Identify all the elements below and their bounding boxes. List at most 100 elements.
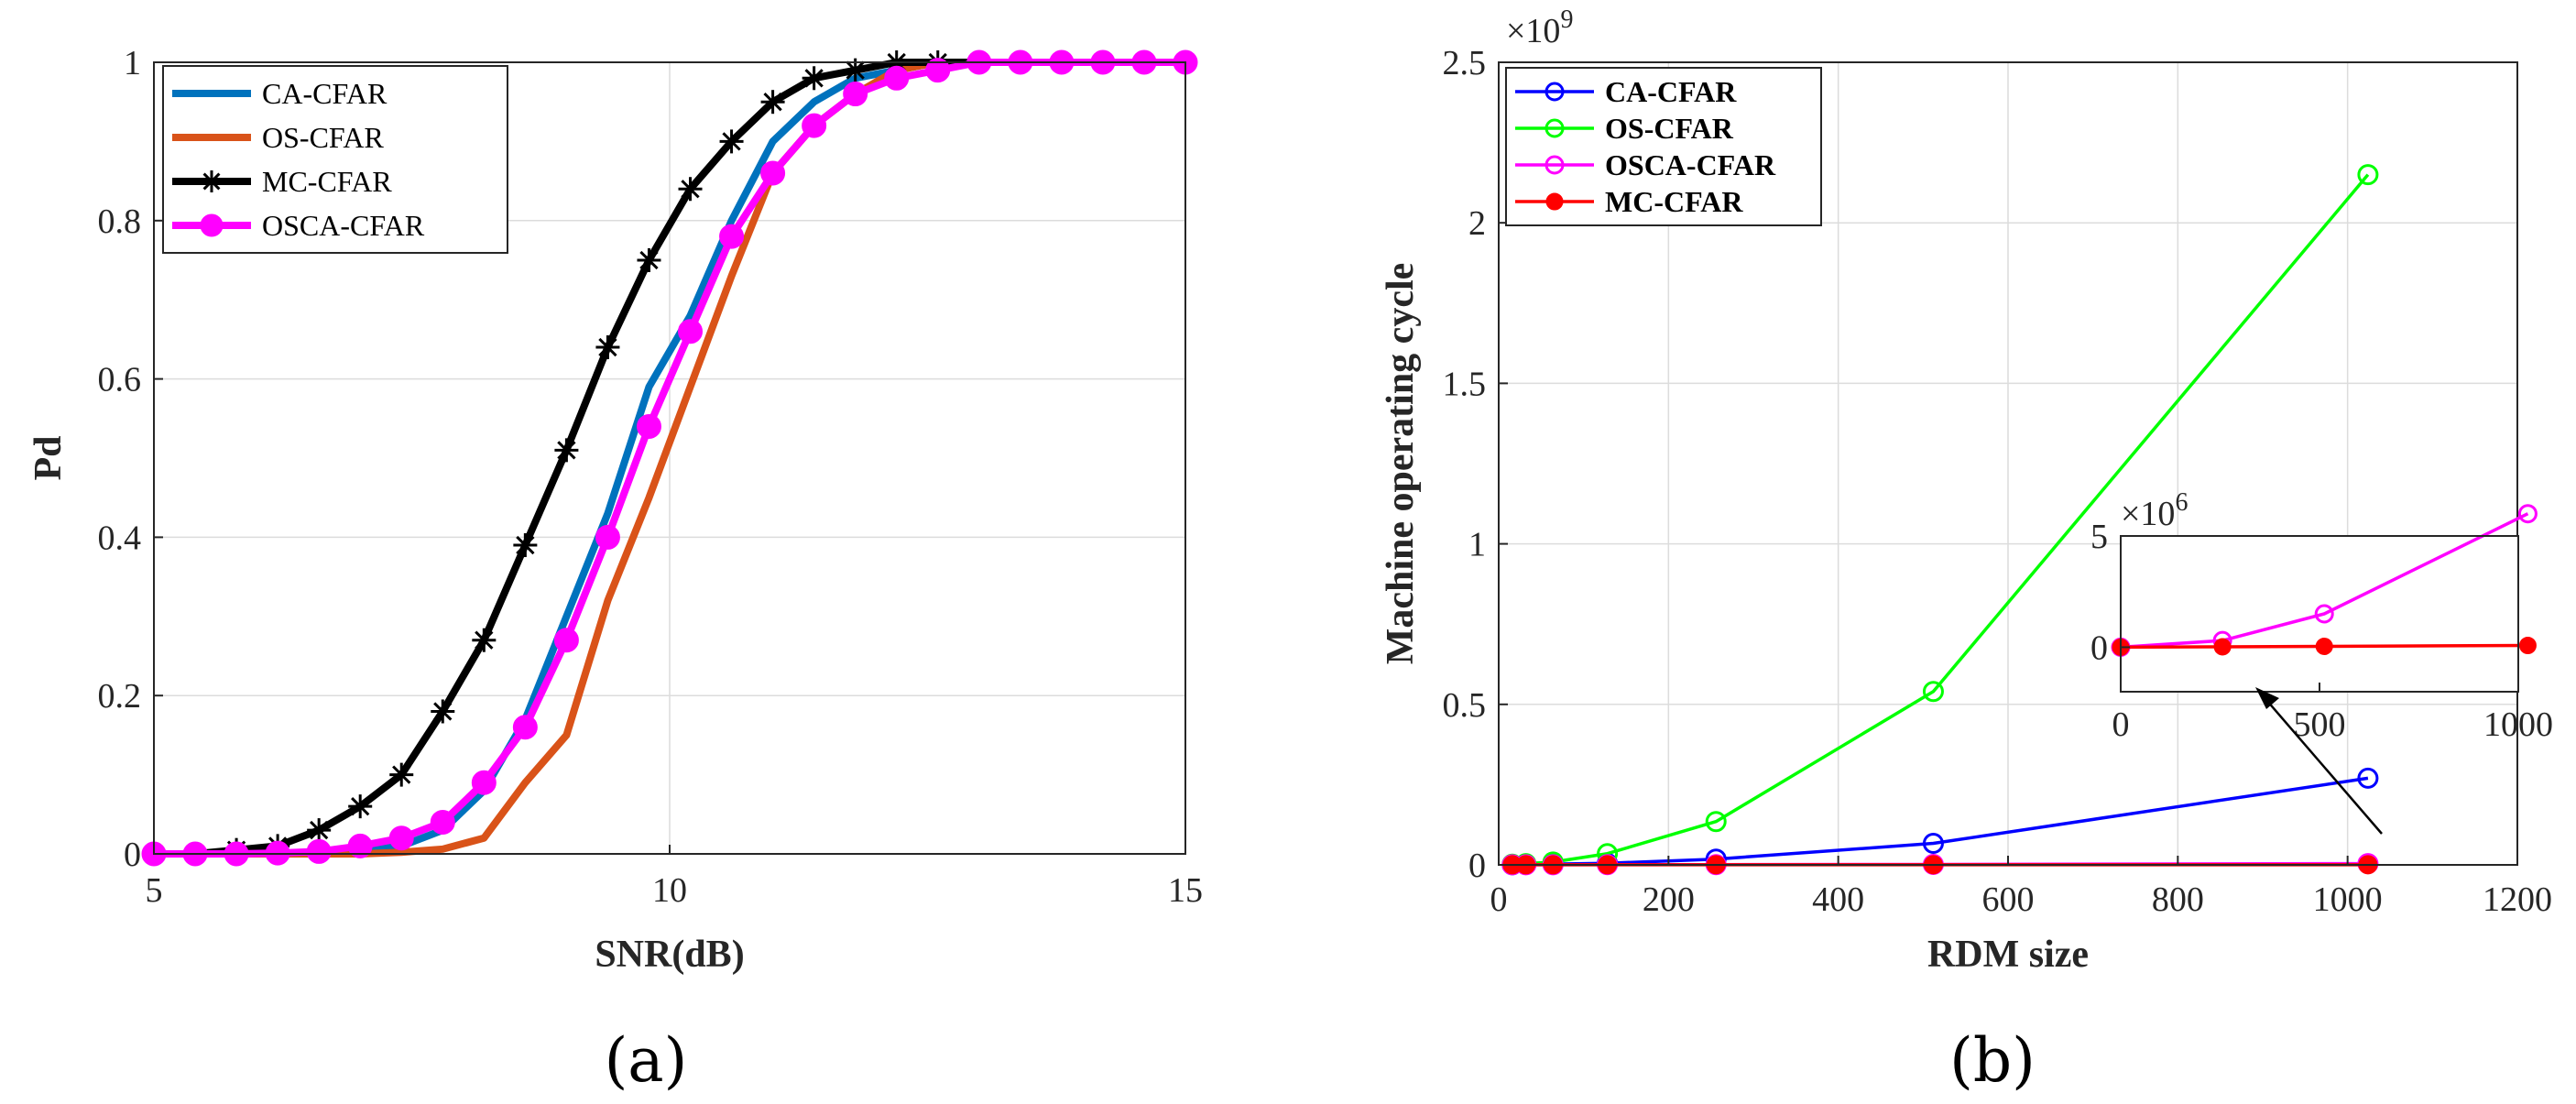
chart-a-point-osca-cfar [512, 715, 538, 740]
chart-b-ytick-label: 0 [1468, 847, 1486, 885]
chart-b-legend-marker [1545, 118, 1565, 138]
chart-a-point-osca-cfar [843, 82, 868, 107]
chart-a-xlabel: SNR(dB) [595, 934, 744, 976]
chart-b-legend-label: MC-CFAR [1605, 185, 1743, 218]
chart-b-legend-label: OSCA-CFAR [1605, 148, 1776, 181]
chart-a-legend-marker [200, 213, 224, 237]
chart-a-point-mc-cfar [637, 248, 661, 272]
chart-a-point-osca-cfar [595, 524, 620, 550]
inset-multiplier-exp: 6 [2175, 488, 2188, 517]
chart-a-ytick-label: 1 [124, 44, 141, 82]
chart-a-legend: CA-CFAR OS-CFAR MC-CFAR OSCA-CFAR [162, 65, 508, 254]
chart-a-point-mc-cfar [554, 438, 579, 463]
chart-b-legend-label: OS-CFAR [1605, 112, 1734, 145]
chart-a-point-osca-cfar [306, 838, 332, 864]
chart-b-legend-label: CA-CFAR [1605, 75, 1737, 108]
chart-a-point-osca-cfar [678, 319, 704, 344]
chart-a-xtick-label: 10 [652, 871, 687, 910]
chart-a-legend-label: OSCA-CFAR [262, 209, 425, 242]
chart-b-legend-marker [1545, 155, 1565, 175]
chart-a-point-mc-cfar [678, 177, 703, 202]
inset-line-osca-cfar [2120, 512, 2529, 650]
chart-a-xtick-label: 5 [146, 871, 163, 910]
chart-b-ytick-label: 0.5 [1443, 686, 1487, 725]
inset-point-osca-cfar [2517, 504, 2538, 524]
chart-a-point-mc-cfar [513, 533, 538, 558]
inset-xtick-label: 0 [2112, 705, 2130, 744]
chart-a-point-osca-cfar [760, 160, 786, 186]
chart-b-legend-marker [1545, 82, 1565, 102]
inset-point-mc-cfar [2315, 637, 2333, 655]
chart-b-ytick-label: 1.5 [1443, 365, 1487, 403]
chart-b-xtick-label: 1000 [2313, 880, 2383, 919]
chart-a-point-mc-cfar [431, 699, 455, 724]
inset-multiplier-base: ×10 [2121, 495, 2175, 533]
inset-line-mc-cfar [2120, 643, 2528, 650]
inset-xtick-label: 1000 [2483, 705, 2553, 744]
chart-b-ylabel: Machine operating cycle [1380, 263, 1422, 665]
chart-a-ylabel: Pd [27, 435, 70, 480]
chart-a-point-osca-cfar [471, 770, 497, 795]
inset-point-mc-cfar [2518, 636, 2537, 654]
chart-a-point-osca-cfar [430, 809, 455, 835]
chart-b-point-os-cfar [1922, 681, 1944, 703]
chart-a-point-osca-cfar [347, 833, 373, 858]
inset-point-mc-cfar [2213, 638, 2232, 656]
chart-a-ytick-label: 0.6 [98, 361, 142, 399]
chart-a-point-osca-cfar [719, 224, 745, 249]
chart-a-point-mc-cfar [472, 628, 497, 652]
chart-a-point-osca-cfar [636, 413, 661, 439]
inset-ytick-label: 5 [2090, 518, 2108, 556]
chart-b-multiplier-exp: 9 [1560, 5, 1573, 34]
chart-a-legend-label: OS-CFAR [262, 121, 384, 154]
inset-ytick-label: 0 [2090, 629, 2108, 667]
chart-b-multiplier: ×109 [1506, 5, 1573, 50]
chart-b-multiplier-base: ×10 [1506, 12, 1560, 50]
caption-b: (b) [1949, 1025, 2036, 1096]
caption-a: (a) [605, 1025, 688, 1096]
chart-b-inset: 0 500 1000 0 5 ×106 [2090, 488, 2553, 744]
inset-ticks: 0 500 1000 0 5 [2090, 518, 2553, 744]
chart-a-point-osca-cfar [802, 113, 827, 138]
chart-a-point-mc-cfar [348, 794, 373, 819]
chart-a-ytick-label: 0.8 [98, 202, 142, 241]
chart-a-ytick-label: 0.2 [98, 677, 142, 716]
chart-a-point-mc-cfar [760, 90, 785, 115]
chart-a-point-mc-cfar [719, 129, 744, 154]
inset-xtick-label: 500 [2294, 705, 2346, 744]
chart-a-ytick-label: 0.4 [98, 519, 142, 557]
inset-multiplier: ×106 [2121, 488, 2188, 533]
chart-b-xtick-label: 400 [1812, 880, 1864, 919]
chart-a-point-mc-cfar [389, 762, 414, 787]
chart-a-legend-marker [201, 170, 223, 192]
chart-a-point-mc-cfar [595, 335, 620, 360]
chart-a-point-mc-cfar [802, 66, 826, 91]
inset-point-osca-cfar [2314, 604, 2334, 624]
chart-b-xtick-label: 800 [2152, 880, 2204, 919]
chart-b-ytick-label: 2 [1468, 204, 1486, 243]
chart-b-point-os-cfar [2357, 164, 2379, 186]
chart-b-ytick-label: 2.5 [1443, 44, 1487, 82]
chart-a-xtick-label: 15 [1168, 871, 1203, 910]
inset-pointer-arrow [2255, 687, 2383, 835]
chart-b-xtick-label: 0 [1490, 880, 1508, 919]
chart-a-point-osca-cfar [925, 58, 951, 83]
chart-b-xtick-label: 600 [1982, 880, 2035, 919]
chart-a-ticks: 5 10 15 0 0.2 0.4 0.6 0.8 1 [98, 44, 1204, 910]
chart-b-xtick-label: 200 [1643, 880, 1695, 919]
chart-b-xtick-label: 1200 [2483, 880, 2552, 919]
chart-b-xlabel: RDM size [1927, 934, 2089, 976]
chart-a-legend-label: MC-CFAR [262, 165, 392, 198]
chart-b-point-ca-cfar [2357, 767, 2379, 789]
chart-a-point-mc-cfar [307, 818, 332, 843]
chart-b-legend-marker [1545, 192, 1564, 211]
chart-a-ytick-label: 0 [124, 836, 141, 874]
chart-a-point-osca-cfar [884, 65, 910, 91]
chart-b-ytick-label: 1 [1468, 526, 1486, 564]
chart-b-point-ca-cfar [1922, 833, 1944, 855]
chart-b-point-os-cfar [1705, 811, 1727, 833]
